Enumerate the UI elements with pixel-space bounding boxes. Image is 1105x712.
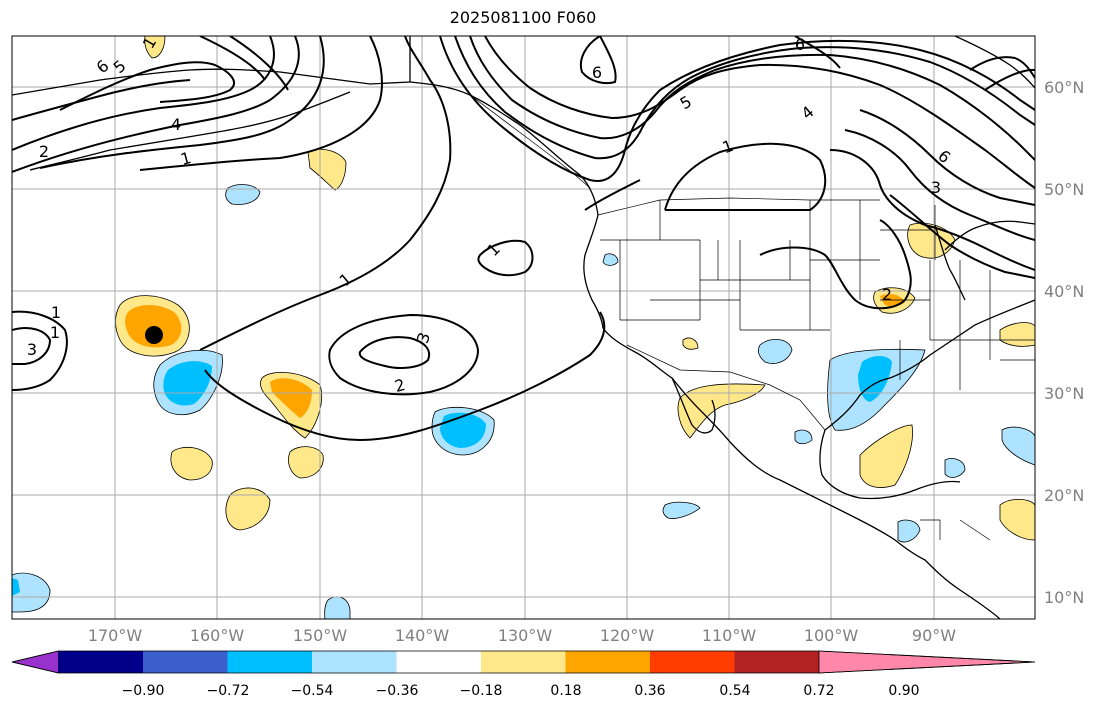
lon-label-100w: 100°W — [803, 626, 859, 645]
contour-label: 2 — [882, 285, 892, 304]
colorbar-segment — [650, 651, 735, 673]
colorbar-tick: 0.18 — [550, 683, 582, 699]
map-frame — [11, 35, 1036, 620]
colorbar-tick: −0.36 — [375, 683, 419, 699]
lat-label-30n: 30°N — [1044, 384, 1085, 403]
colorbar-tick: 0.36 — [634, 683, 666, 699]
colorbar-segment — [58, 651, 143, 673]
contour-label: 1 — [51, 303, 61, 322]
contour-label: 2 — [392, 375, 407, 396]
contour-label: 4 — [171, 115, 181, 134]
lon-label-110w: 110°W — [701, 626, 757, 645]
contour-label: 6 — [592, 63, 602, 82]
state-borders — [597, 197, 1035, 390]
colorbar-tick: −0.90 — [121, 683, 165, 699]
colorbar-outline — [11, 650, 1036, 674]
colorbar — [11, 650, 1036, 674]
contour-label: 1 — [50, 323, 60, 342]
colorbar-tick: −0.18 — [459, 683, 503, 699]
contour-lines — [12, 36, 1035, 442]
lat-label-10n: 10°N — [1044, 588, 1085, 607]
colorbar-tick: 0.90 — [888, 683, 920, 699]
contour-label: 2 — [39, 142, 49, 161]
colorbar-tick: 0.72 — [803, 683, 835, 699]
colorbar-segment — [396, 651, 481, 673]
colorbar-segment — [734, 651, 819, 673]
lat-label-60n: 60°N — [1044, 78, 1085, 97]
map-title: 2025081100 F060 — [449, 8, 597, 27]
lat-label-40n: 40°N — [1044, 282, 1085, 301]
colorbar-tick: −0.72 — [206, 683, 250, 699]
lon-label-140w: 140°W — [394, 626, 450, 645]
storm-marker — [145, 326, 163, 344]
lon-label-130w: 130°W — [497, 626, 553, 645]
contour-label: 6 — [795, 35, 805, 54]
colorbar-segment — [565, 651, 650, 673]
lon-label-170w: 170°W — [87, 626, 143, 645]
colorbar-tick: −0.54 — [290, 683, 334, 699]
contour-label: 1 — [178, 148, 193, 169]
negative-anomaly-areas — [12, 184, 1035, 619]
colorbar-segment — [227, 651, 312, 673]
lat-label-50n: 50°N — [1044, 180, 1085, 199]
colorbar-tick: 0.54 — [719, 683, 751, 699]
lon-label-160w: 160°W — [189, 626, 245, 645]
colorbar-segment — [312, 651, 397, 673]
lon-label-150w: 150°W — [292, 626, 348, 645]
lon-label-120w: 120°W — [599, 626, 655, 645]
contour-label: 3 — [931, 178, 941, 197]
colorbar-extend-low — [11, 650, 59, 674]
lat-label-20n: 20°N — [1044, 486, 1085, 505]
colorbar-segment — [143, 651, 228, 673]
lon-label-90w: 90°W — [911, 626, 957, 645]
colorbar-segment — [481, 651, 566, 673]
colorbar-extend-high — [818, 650, 1036, 674]
coastlines — [12, 36, 1035, 619]
contour-label: 3 — [27, 340, 37, 359]
